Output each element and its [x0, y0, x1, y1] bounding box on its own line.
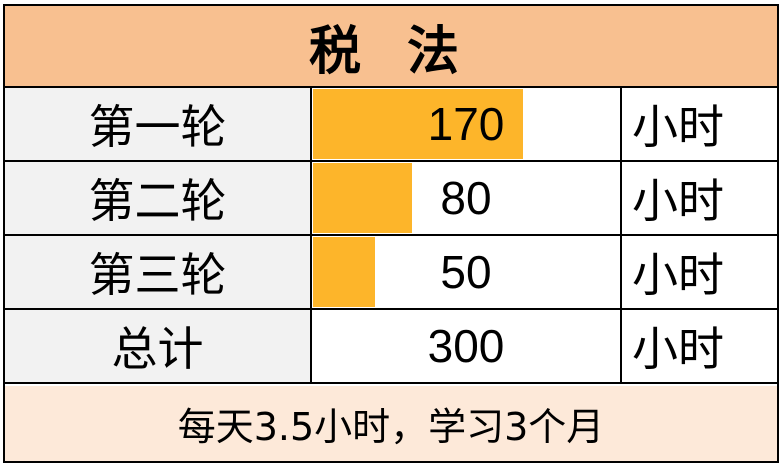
table-row: 第一轮 170 小时: [5, 88, 777, 162]
hours-cell[interactable]: 170: [312, 88, 620, 160]
round-label[interactable]: 总计: [5, 310, 312, 382]
table-row: 第二轮 80 小时: [5, 162, 777, 236]
hours-value: 300: [427, 320, 505, 372]
unit-cell[interactable]: 小时: [620, 310, 777, 382]
schedule-table: 税 法 第一轮 170 小时 第二轮 80 小时 第三轮 50 小时 总计 300 小…: [3, 4, 779, 463]
round-label[interactable]: 第二轮: [5, 162, 312, 234]
hours-value: 170: [427, 98, 505, 150]
data-bar: [313, 163, 412, 233]
unit-cell[interactable]: 小时: [620, 88, 777, 160]
round-label[interactable]: 第一轮: [5, 88, 312, 160]
table-row: 总计 300 小时: [5, 310, 777, 384]
footer-note: 每天3.5小时，学习3个月: [5, 386, 777, 461]
unit-cell[interactable]: 小时: [620, 236, 777, 308]
hours-value: 50: [440, 246, 492, 298]
hours-cell[interactable]: 300: [312, 310, 620, 382]
table-title: 税 法: [5, 6, 777, 88]
data-bar: [313, 89, 523, 159]
hours-cell[interactable]: 50: [312, 236, 620, 308]
hours-cell[interactable]: 80: [312, 162, 620, 234]
hours-value: 80: [440, 172, 492, 224]
unit-cell[interactable]: 小时: [620, 162, 777, 234]
table-row: 第三轮 50 小时: [5, 236, 777, 310]
round-label[interactable]: 第三轮: [5, 236, 312, 308]
data-bar: [313, 237, 375, 307]
